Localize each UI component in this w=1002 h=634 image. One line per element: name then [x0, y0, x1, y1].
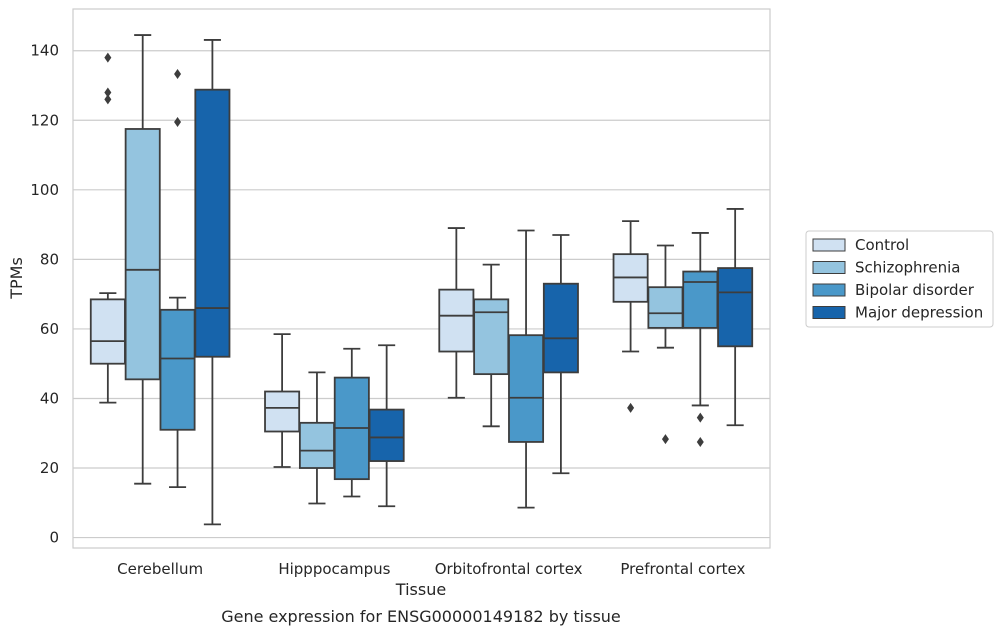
outlier-point [104, 52, 112, 63]
outlier-point [174, 69, 182, 80]
box [264, 390, 301, 433]
x-tick-label: Hipppocampus [278, 560, 390, 578]
box [298, 421, 335, 469]
x-axis-label: Tissue [395, 580, 446, 599]
legend-label: Major depression [855, 304, 983, 322]
y-axis-ticks: 0 20 40 60 80 100 120 140 [30, 42, 59, 547]
outlier-point [104, 94, 112, 105]
box-groups [89, 34, 754, 526]
box [159, 308, 196, 431]
y-tick-label: 80 [40, 250, 59, 268]
y-tick-label: 60 [40, 320, 59, 338]
x-tick-label: Orbitofrontal cortex [435, 560, 583, 578]
chart-caption: Gene expression for ENSG00000149182 by t… [221, 607, 621, 626]
legend-swatch [812, 306, 846, 319]
x-tick-label: Prefrontal cortex [620, 560, 745, 578]
box-group [368, 344, 405, 508]
box-group [333, 347, 370, 498]
y-axis-label: TPMs [7, 257, 26, 300]
box-group [717, 208, 754, 427]
box [682, 270, 719, 329]
box [124, 128, 161, 381]
x-axis-ticks: Cerebellum Hipppocampus Orbitofrontal cort… [117, 560, 745, 578]
legend: Control Schizophrenia Bipolar disorder Majo… [805, 230, 994, 328]
legend-swatch [812, 261, 846, 274]
x-tick-label: Cerebellum [117, 560, 203, 578]
box [89, 298, 126, 365]
box-group [682, 232, 719, 447]
legend-frame [805, 230, 994, 328]
outlier-point [627, 402, 635, 413]
legend-label: Control [855, 236, 909, 254]
y-tick-label: 100 [30, 181, 59, 199]
box [368, 408, 405, 462]
legend-label: Bipolar disorder [855, 281, 975, 299]
outlier-point [104, 87, 112, 98]
box-group [298, 371, 335, 505]
y-tick-label: 40 [40, 389, 59, 407]
outlier-point [174, 117, 182, 128]
box-group [89, 52, 126, 404]
plot-frame [72, 8, 771, 549]
box [647, 286, 684, 329]
y-tick-label: 20 [40, 459, 59, 477]
box [542, 282, 579, 374]
box-group [612, 220, 649, 413]
box-group [542, 234, 579, 475]
box [194, 88, 231, 358]
y-tick-label: 120 [30, 111, 59, 129]
box-group [159, 69, 196, 489]
outlier-point [696, 412, 704, 423]
y-tick-label: 140 [30, 42, 59, 60]
outlier-point [661, 434, 669, 445]
outlier-point [696, 436, 704, 447]
y-tick-label: 0 [49, 529, 59, 547]
box-group [473, 263, 510, 428]
box-group [647, 244, 684, 445]
box-group [438, 227, 475, 399]
box [473, 298, 510, 376]
box [717, 267, 754, 348]
legend-swatch [812, 283, 846, 297]
box-group [124, 34, 161, 485]
box-group [508, 229, 545, 509]
box [438, 288, 475, 353]
box-group [194, 39, 231, 526]
box [508, 334, 545, 443]
legend-label: Schizophrenia [855, 259, 960, 277]
legend-swatch [812, 238, 846, 252]
box-group [264, 333, 301, 468]
